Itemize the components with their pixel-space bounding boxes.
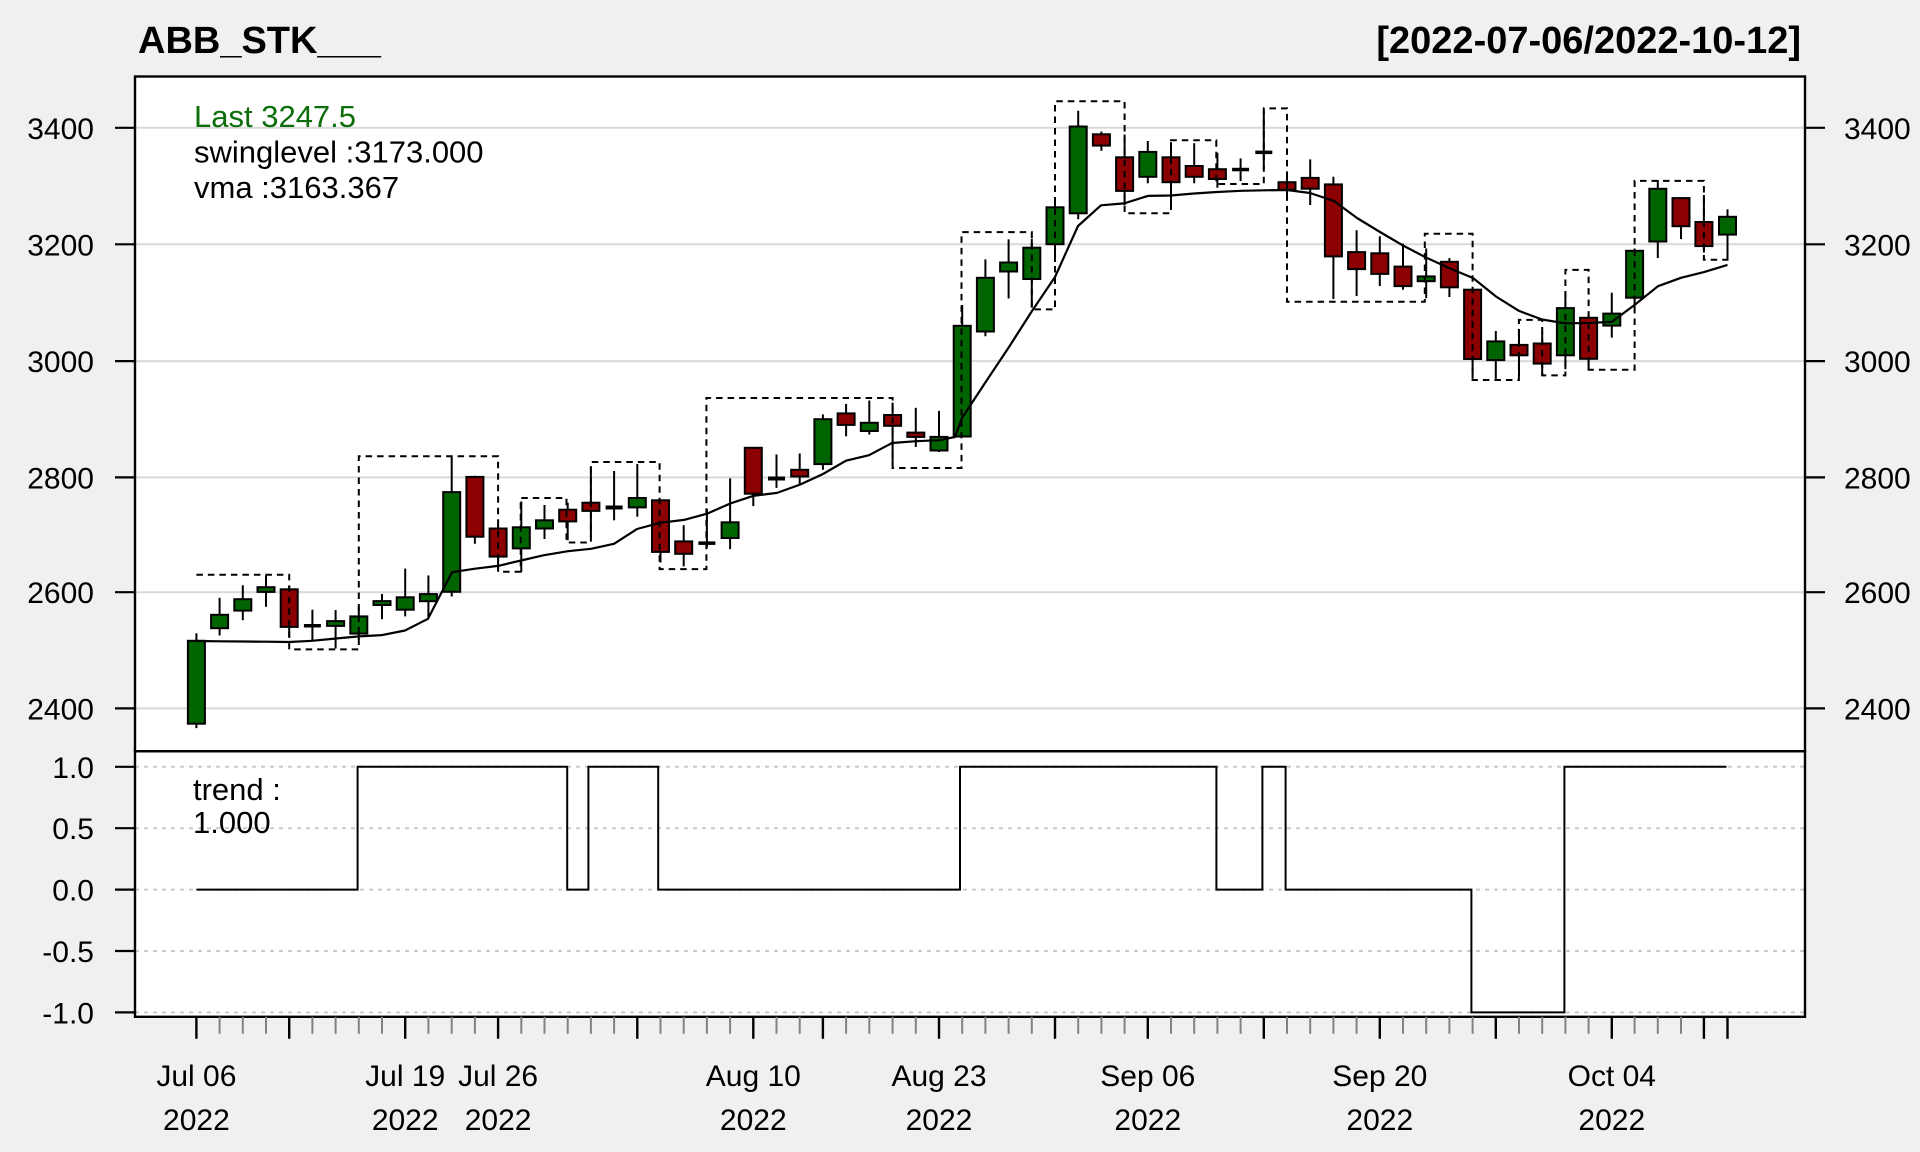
svg-text:swinglevel :3173.000: swinglevel :3173.000 [194, 135, 484, 170]
svg-text:Oct 04: Oct 04 [1568, 1060, 1656, 1093]
svg-text:3000: 3000 [1844, 346, 1911, 379]
svg-text:0.5: 0.5 [52, 813, 94, 846]
svg-text:2022: 2022 [906, 1104, 973, 1137]
svg-text:2400: 2400 [1844, 693, 1911, 726]
svg-text:-1.0: -1.0 [42, 997, 94, 1030]
svg-text:ABB_STK___: ABB_STK___ [138, 20, 382, 62]
svg-text:2022: 2022 [1578, 1104, 1645, 1137]
svg-text:-0.5: -0.5 [42, 936, 94, 969]
svg-text:Aug 23: Aug 23 [891, 1060, 986, 1093]
svg-text:Jul 26: Jul 26 [458, 1060, 538, 1093]
svg-text:Aug 10: Aug 10 [706, 1060, 801, 1093]
svg-text:0.0: 0.0 [52, 875, 94, 908]
svg-text:2600: 2600 [27, 577, 94, 610]
svg-text:Last 3247.5: Last 3247.5 [194, 99, 356, 134]
svg-text:3000: 3000 [27, 346, 94, 379]
svg-text:2022: 2022 [1114, 1104, 1181, 1137]
svg-text:3400: 3400 [27, 113, 94, 146]
svg-text:2800: 2800 [27, 462, 94, 495]
svg-text:2400: 2400 [27, 693, 94, 726]
svg-text:3200: 3200 [1844, 229, 1911, 262]
svg-text:3400: 3400 [1844, 113, 1911, 146]
svg-text:2600: 2600 [1844, 577, 1911, 610]
svg-text:2022: 2022 [720, 1104, 787, 1137]
svg-text:2022: 2022 [1346, 1104, 1413, 1137]
svg-text:2022: 2022 [465, 1104, 532, 1137]
svg-text:Sep 06: Sep 06 [1100, 1060, 1195, 1093]
svg-text:1.000: 1.000 [193, 805, 271, 840]
svg-text:2800: 2800 [1844, 462, 1911, 495]
svg-text:vma :3163.367: vma :3163.367 [194, 170, 399, 205]
svg-text:[2022-07-06/2022-10-12]: [2022-07-06/2022-10-12] [1376, 20, 1801, 62]
svg-text:3200: 3200 [27, 229, 94, 262]
svg-text:Jul 06: Jul 06 [156, 1060, 236, 1093]
svg-text:trend :: trend : [193, 772, 281, 807]
svg-text:Sep 20: Sep 20 [1332, 1060, 1427, 1093]
svg-text:2022: 2022 [163, 1104, 230, 1137]
svg-text:2022: 2022 [372, 1104, 439, 1137]
svg-text:Jul 19: Jul 19 [365, 1060, 445, 1093]
svg-text:1.0: 1.0 [52, 752, 94, 785]
